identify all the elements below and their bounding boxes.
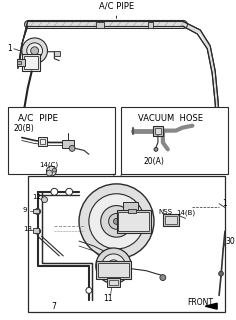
Circle shape [69,145,75,151]
Text: A/C  PIPE: A/C PIPE [18,114,58,123]
Bar [40,139,46,144]
Text: 14(B): 14(B) [177,209,196,216]
Circle shape [66,188,73,195]
Polygon shape [38,192,92,300]
Text: 1: 1 [7,44,12,53]
Bar [24,56,38,69]
Text: 20(A): 20(A) [143,157,164,166]
Bar [118,212,149,231]
Text: NSS: NSS [158,210,172,215]
Circle shape [35,228,41,234]
Bar [96,22,104,28]
Circle shape [160,275,166,281]
Bar [54,51,60,56]
Bar [155,128,161,133]
Bar [33,228,38,233]
Circle shape [86,287,92,293]
Circle shape [46,166,56,176]
Bar [8,107,114,174]
Circle shape [102,254,125,277]
Text: 30: 30 [225,236,235,245]
Text: 11: 11 [104,294,113,303]
Bar [33,209,38,213]
Circle shape [27,43,42,59]
Bar [22,54,40,71]
Bar [117,210,151,233]
Circle shape [51,188,58,195]
Bar [96,261,131,279]
Bar [122,107,228,174]
Bar [62,140,74,148]
Text: 14(C): 14(C) [40,162,59,168]
Text: 9: 9 [23,206,27,212]
Text: FRONT: FRONT [188,298,214,307]
Bar [38,137,47,147]
Circle shape [42,197,47,203]
Polygon shape [18,21,28,68]
Bar [28,176,225,312]
Bar [109,280,118,285]
Bar [128,209,136,213]
Bar [123,202,138,210]
Bar [163,214,179,226]
Circle shape [101,205,132,237]
Text: VACUUM  HOSE: VACUUM HOSE [138,114,203,123]
Bar [17,59,25,66]
Bar [107,277,120,287]
Bar [148,22,153,28]
Circle shape [22,38,47,64]
Text: 1: 1 [222,199,227,208]
Polygon shape [183,21,220,132]
Text: 12: 12 [33,194,42,200]
Circle shape [31,47,38,55]
Bar [17,60,21,64]
Circle shape [52,168,56,172]
Bar [153,126,163,136]
Text: A/C PIPE: A/C PIPE [99,1,134,10]
Circle shape [96,248,131,284]
Polygon shape [205,303,217,309]
Text: 7: 7 [51,302,56,311]
Circle shape [108,260,119,272]
Bar [98,263,129,276]
Circle shape [154,148,158,151]
Circle shape [79,184,154,259]
Text: 20(B): 20(B) [14,124,35,133]
Circle shape [114,219,119,224]
Bar [165,216,177,224]
Circle shape [89,194,144,249]
Circle shape [109,213,124,229]
Text: 13: 13 [23,226,32,232]
Circle shape [35,209,41,214]
Circle shape [219,271,223,276]
Circle shape [46,170,52,176]
